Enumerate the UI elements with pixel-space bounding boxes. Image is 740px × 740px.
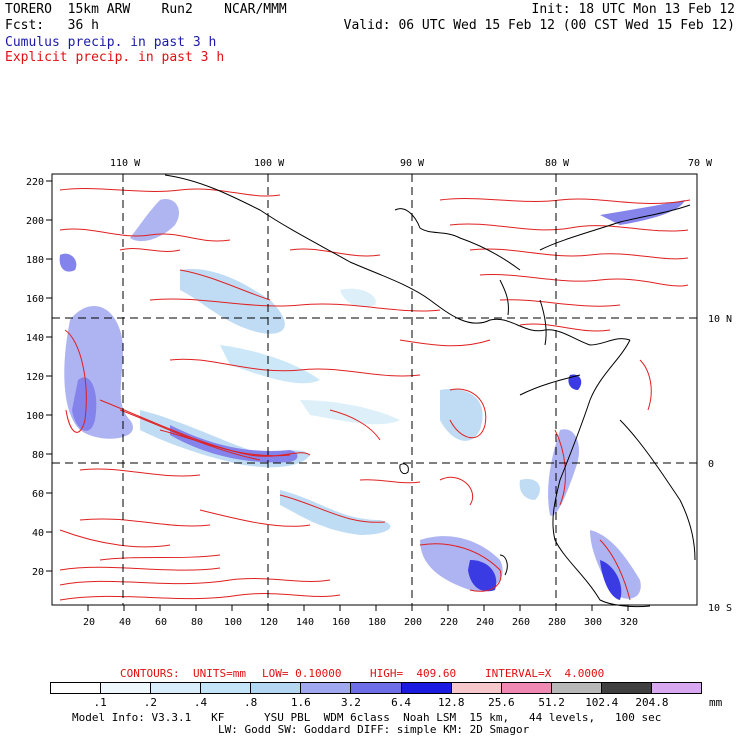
x-tick-200: 200 — [404, 617, 422, 628]
lon-label-110w: 110 W — [110, 158, 141, 169]
colorbar-label: 25.6 — [488, 696, 515, 709]
lon-label-90w: 90 W — [400, 158, 425, 169]
x-tick-280: 280 — [548, 617, 566, 628]
cumulus-precip-shading — [59, 199, 685, 600]
lat-label-10n: 10 N — [708, 314, 732, 325]
lat-label-0: 0 — [708, 459, 714, 470]
colorbar-swatch — [601, 683, 652, 693]
x-tick-80: 80 — [191, 617, 203, 628]
x-tick-320: 320 — [620, 617, 638, 628]
y-tick-80: 80 — [32, 450, 44, 461]
lat-lon-grid — [52, 174, 697, 605]
colorbar-swatch — [451, 683, 502, 693]
colorbar-unit: mm — [709, 696, 723, 709]
y-tick-140: 140 — [26, 333, 44, 344]
y-tick-20: 20 — [32, 567, 44, 578]
colorbar-label: .8 — [244, 696, 258, 709]
y-tick-100: 100 — [26, 411, 44, 422]
x-tick-220: 220 — [440, 617, 458, 628]
header-valid-time: Valid: 06 UTC Wed 15 Feb 12 (00 CST Wed … — [343, 18, 735, 33]
lon-label-80w: 80 W — [545, 158, 570, 169]
colorbar-label: 3.2 — [341, 696, 361, 709]
x-tick-180: 180 — [368, 617, 386, 628]
contour-high: HIGH= 409.60 — [370, 667, 457, 680]
coastlines — [164, 174, 696, 608]
colorbar-swatch — [351, 683, 402, 693]
map-frame — [51, 173, 698, 606]
x-axis: 20 40 60 80 100 120 140 160 180 200 220 … — [83, 605, 638, 628]
y-tick-40: 40 — [32, 528, 44, 539]
colorbar-swatch — [551, 683, 602, 693]
contour-low: LOW= 0.10000 — [262, 667, 342, 680]
colorbar-swatch — [251, 683, 302, 693]
lat-label-10s: 10 S — [708, 603, 732, 614]
x-tick-20: 20 — [83, 617, 95, 628]
colorbar-label: .2 — [143, 696, 157, 709]
y-axis: 220 200 180 160 140 120 100 80 60 40 20 — [26, 177, 52, 578]
x-tick-160: 160 — [332, 617, 350, 628]
x-tick-100: 100 — [224, 617, 242, 628]
header-forecast-hour: Fcst: 36 h — [5, 18, 99, 33]
x-tick-260: 260 — [512, 617, 530, 628]
footer-model-info: Model Info: V3.3.1 KF YSU PBL WDM 6class… — [72, 711, 662, 724]
colorbar-label: 6.4 — [391, 696, 412, 709]
x-tick-240: 240 — [476, 617, 494, 628]
colorbar-swatch — [401, 683, 452, 693]
x-tick-300: 300 — [584, 617, 602, 628]
x-tick-60: 60 — [155, 617, 167, 628]
y-tick-180: 180 — [26, 255, 44, 266]
y-tick-200: 200 — [26, 216, 44, 227]
colorbar-label: 102.4 — [585, 696, 619, 709]
lon-label-100w: 100 W — [254, 158, 285, 169]
colorbar-label: 204.8 — [635, 696, 669, 709]
y-tick-60: 60 — [32, 489, 44, 500]
header-title: TORERO 15km ARW Run2 NCAR/MMM — [5, 2, 287, 17]
header-init-time: Init: 18 UTC Mon 13 Feb 12 — [531, 2, 736, 17]
colorbar-swatch — [201, 683, 252, 693]
colorbar-swatch — [151, 683, 202, 693]
explicit-precip-contours — [59, 188, 691, 601]
colorbar-label: 1.6 — [290, 696, 311, 709]
colorbar — [50, 682, 702, 694]
colorbar-swatch — [101, 683, 152, 693]
contour-label: CONTOURS: — [120, 667, 180, 680]
legend-cumulus: Cumulus precip. in past 3 h — [5, 35, 217, 50]
y-tick-160: 160 — [26, 294, 44, 305]
contour-units: UNITS=mm — [193, 667, 246, 680]
x-tick-140: 140 — [296, 617, 314, 628]
legend-explicit: Explicit precip. in past 3 h — [5, 50, 225, 65]
x-tick-40: 40 — [119, 617, 131, 628]
colorbar-swatch — [651, 683, 702, 693]
colorbar-label: 12.8 — [438, 696, 465, 709]
y-tick-120: 120 — [26, 372, 44, 383]
colorbar-label: 51.2 — [538, 696, 565, 709]
colorbar-label: .1 — [93, 696, 107, 709]
x-tick-120: 120 — [260, 617, 278, 628]
lon-label-70w: 70 W — [688, 158, 713, 169]
contour-interval: INTERVAL=X 4.0000 — [485, 667, 605, 680]
colorbar-label: .4 — [193, 696, 208, 709]
colorbar-swatch — [51, 683, 102, 693]
footer-physics-info: LW: Godd SW: Goddard DIFF: simple KM: 2D… — [218, 723, 530, 736]
colorbar-swatch — [501, 683, 552, 693]
colorbar-swatch — [301, 683, 352, 693]
y-tick-220: 220 — [26, 177, 44, 188]
